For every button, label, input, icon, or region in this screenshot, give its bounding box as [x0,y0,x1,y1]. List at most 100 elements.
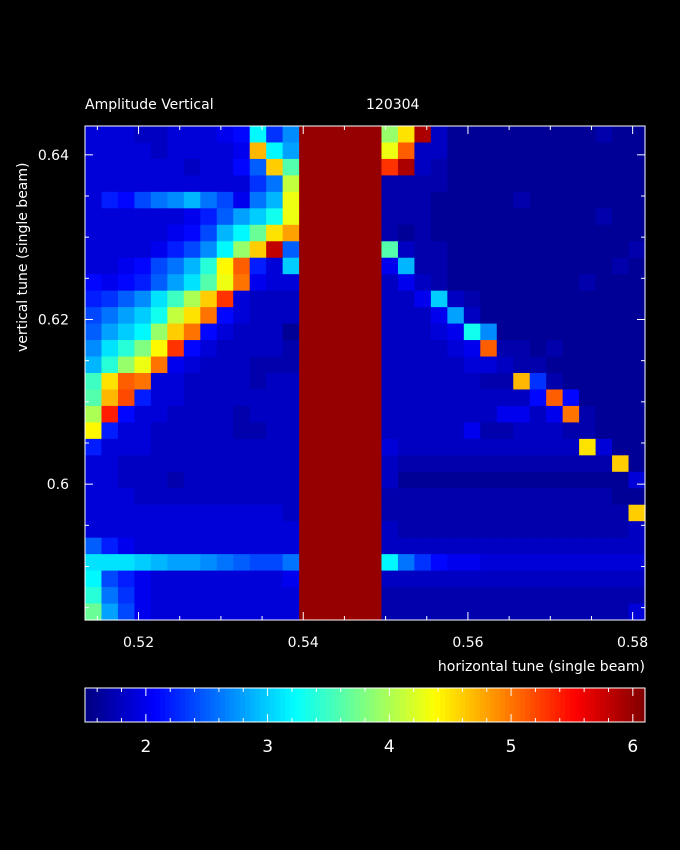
heatmap-cell [579,340,597,358]
heatmap-cell [628,257,646,275]
heatmap-cell [546,274,564,292]
heatmap-cell [282,373,300,391]
colorbar-swatch [285,688,291,722]
heatmap-cell [513,455,531,473]
heatmap-cell [529,191,547,209]
heatmap-cell [200,142,218,160]
heatmap-cell [463,554,481,572]
heatmap-cell [414,471,432,489]
heatmap-cell [101,175,119,193]
heatmap-cell [447,257,465,275]
heatmap-cell [381,587,399,605]
heatmap-cell [397,224,416,242]
heatmap-cell [200,307,218,325]
heatmap-cell [101,422,119,440]
heatmap-cell [480,323,498,341]
heatmap-cell [496,224,514,242]
heatmap-cell [496,208,514,226]
heatmap-cell [628,356,646,374]
heatmap-cell [249,389,267,407]
heatmap-cell [562,142,580,160]
heatmap-cell [546,257,564,275]
colorbar-swatch [510,688,516,722]
heatmap-cell [463,537,481,555]
heatmap-cell [365,257,383,275]
heatmap-cell [480,257,498,275]
heatmap-cell [595,405,613,423]
heatmap-cell [430,438,448,456]
x-axis: 0.52 0.54 0.56 0.58 [96,126,648,651]
heatmap-cell [282,455,300,473]
heatmap-cell [200,422,218,440]
y-tick-label: 0.62 [38,312,69,328]
heatmap-cell [117,126,136,144]
heatmap-cell [167,504,185,522]
heatmap-cell [332,191,350,209]
colorbar-swatch [270,688,276,722]
heatmap-cell [480,504,498,522]
heatmap-cell [299,471,317,489]
heatmap-cell [233,389,251,407]
heatmap-cell [513,307,531,325]
heatmap-cell [282,356,300,374]
colorbar-swatch [325,688,331,722]
heatmap-cell [117,521,136,539]
heatmap-cell [612,488,630,506]
heatmap-cell [167,405,185,423]
heatmap-cell [562,554,580,572]
heatmap-cell [216,290,234,308]
heatmap-cell [249,422,267,440]
heatmap-cell [529,208,547,226]
heatmap-cell [266,438,284,456]
y-tick-label: 0.6 [47,477,69,493]
heatmap-cell [134,521,152,539]
heatmap-cell [365,405,383,423]
heatmap-cell [101,603,119,621]
colorbar-tick-label: 3 [262,737,273,757]
heatmap-cell [216,422,234,440]
colorbar-swatch [240,688,246,722]
heatmap-cell [315,603,333,621]
heatmap-cell [233,537,251,555]
heatmap-cell [414,257,432,275]
heatmap-cell [365,191,383,209]
heatmap-cell [85,422,103,440]
heatmap-cell [315,126,333,144]
heatmap-cell [579,208,597,226]
heatmap-cell [414,158,432,176]
heatmap-cell [332,241,350,259]
heatmap-cell [365,438,383,456]
colorbar-swatch [390,688,396,722]
heatmap-cell [299,438,317,456]
heatmap-cell [529,537,547,555]
heatmap-cell [480,405,498,423]
heatmap-cell [447,422,465,440]
heatmap-cell [612,241,630,259]
heatmap-cell [480,438,498,456]
heatmap-cell [150,438,168,456]
heatmap-cell [381,290,399,308]
heatmap-cell [315,257,333,275]
heatmap-cell [85,323,103,341]
heatmap-cell [562,126,580,144]
heatmap-cell [249,438,267,456]
heatmap-cell [282,307,300,325]
heatmap-cell [513,274,531,292]
heatmap-cell [365,422,383,440]
heatmap-cell [249,191,267,209]
heatmap-cell [200,537,218,555]
heatmap-cell [546,224,564,242]
heatmap-cell [447,126,465,144]
heatmap-cell [216,570,234,588]
heatmap-cell [397,389,416,407]
heatmap-cell [397,455,416,473]
colorbar-swatch [495,688,501,722]
heatmap-cell [117,587,136,605]
heatmap-cell [612,603,630,621]
heatmap-cell [216,504,234,522]
heatmap-cell [463,603,481,621]
heatmap-cell [546,241,564,259]
heatmap-cell [299,373,317,391]
heatmap-cell [266,422,284,440]
heatmap-cell [463,521,481,539]
